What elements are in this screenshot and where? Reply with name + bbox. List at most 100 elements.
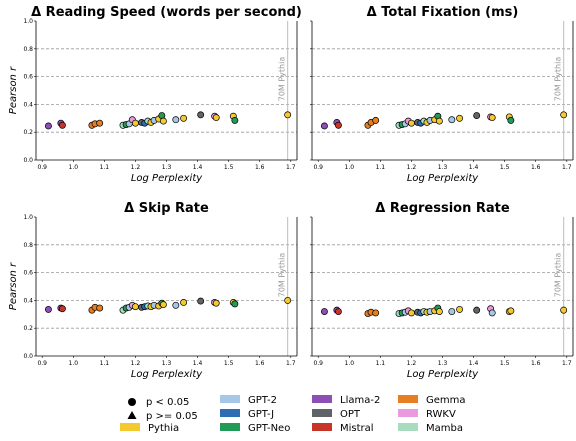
y-tick-label: 0.8 [23, 242, 33, 249]
y-tick-label: 0.6 [23, 270, 33, 277]
x-tick-label: 1.3 [438, 360, 448, 367]
panel-2: Δ Total Fixation (ms) 70M Pythia 0.9 1.0 1.1… [310, 5, 574, 184]
data-point-pythia [407, 119, 415, 127]
data-point-opt [473, 306, 481, 314]
reference-line-label: 70M Pythia [554, 253, 563, 298]
legend-label-opt: OPT [340, 409, 361, 420]
x-tick-label: 1.4 [193, 360, 203, 367]
data-point-gpt-2 [448, 116, 456, 124]
legend-marker-label: p >= 0.05 [146, 411, 198, 422]
data-point-pythia [212, 114, 220, 122]
y-tick-label: 1.0 [23, 214, 33, 221]
x-tick-label: 1.1 [376, 360, 386, 367]
y-tick-label: 0.4 [23, 101, 33, 108]
x-tick-label: 1.7 [286, 360, 296, 367]
legend-marker-label: p < 0.05 [146, 397, 189, 408]
data-point-gpt-2 [448, 308, 456, 315]
data-point-pythia [488, 114, 496, 122]
x-axis-label: Log Perplexity [131, 173, 203, 184]
x-tick-label: 1.3 [162, 360, 172, 367]
legend-swatch-gemma [398, 395, 418, 403]
legend-swatch-gpt-neo [220, 423, 240, 431]
x-tick-label: 1.0 [69, 164, 79, 171]
x-tick-label: 1.7 [562, 360, 572, 367]
data-point-pythia [159, 117, 167, 125]
data-point-opt [197, 111, 205, 119]
x-axis-label: Log Perplexity [407, 173, 479, 184]
x-tick-label: 1.2 [131, 164, 141, 171]
legend-label-mistral: Mistral [340, 423, 374, 434]
x-tick-label: 1.3 [438, 164, 448, 171]
data-point-gpt-2 [488, 309, 496, 317]
legend-swatch-gpt-2 [220, 395, 240, 403]
data-point-mistral [334, 308, 342, 315]
data-point-gpt-neo [507, 116, 515, 124]
data-point-mistral [58, 305, 66, 313]
x-tick-label: 1.6 [531, 164, 541, 171]
x-tick-label: 1.5 [500, 164, 510, 171]
data-point-pythia [435, 117, 443, 125]
data-point-pythia [180, 114, 188, 122]
x-tick-label: 1.7 [562, 164, 572, 171]
data-point-pythia [560, 306, 568, 314]
y-axis-label: Pearson r [8, 262, 19, 310]
x-tick-label: 1.2 [407, 164, 417, 171]
data-point-llama-2 [44, 305, 52, 313]
legend-label-gpt-j: GPT-J [248, 409, 274, 420]
x-tick-label: 1.5 [224, 164, 234, 171]
x-tick-label: 1.1 [376, 164, 386, 171]
x-tick-label: 1.0 [69, 360, 79, 367]
legend-swatch-pythia [120, 423, 140, 431]
panel-title: Δ Reading Speed (words per second) [31, 5, 302, 20]
x-tick-label: 1.6 [255, 164, 265, 171]
data-point-pythia [507, 307, 515, 315]
legend-label-gemma: Gemma [426, 395, 466, 406]
panel-title: Δ Skip Rate [124, 201, 209, 216]
data-point-mistral [58, 121, 66, 129]
x-tick-label: 1.4 [469, 164, 479, 171]
x-tick-label: 1.6 [255, 360, 265, 367]
data-point-pythia [131, 119, 139, 127]
data-point-opt [197, 297, 205, 305]
data-point-pythia [456, 114, 464, 122]
x-tick-label: 0.9 [37, 164, 47, 171]
x-axis-label: Log Perplexity [131, 369, 203, 380]
data-point-pythia [456, 305, 464, 313]
data-point-pythia [435, 308, 443, 315]
data-point-llama-2 [44, 122, 52, 130]
data-point-gpt-neo [231, 300, 239, 308]
legend: p < 0.05 p >= 0.05 GPT-2 GPT-J GPT-Neo Llama-… [120, 395, 466, 434]
legend-swatch-rwkv [398, 409, 418, 417]
data-point-mistral [334, 121, 342, 129]
x-axis-label: Log Perplexity [407, 369, 479, 380]
x-tick-label: 1.0 [345, 164, 355, 171]
panel-title: Δ Regression Rate [375, 201, 510, 216]
data-point-pythia [284, 296, 292, 304]
x-tick-label: 1.1 [100, 360, 110, 367]
data-point-opt [473, 112, 481, 119]
legend-swatch-opt [312, 409, 332, 417]
y-tick-label: 1.0 [23, 18, 33, 25]
reference-line-label: 70M Pythia [278, 253, 287, 298]
data-point-pythia [284, 111, 292, 119]
data-point-llama-2 [320, 308, 328, 315]
data-point-gemma [96, 119, 104, 127]
panel-title: Δ Total Fixation (ms) [367, 5, 519, 20]
data-point-pythia [159, 301, 167, 309]
data-point-pythia [407, 309, 415, 317]
x-tick-label: 1.4 [469, 360, 479, 367]
x-tick-label: 1.2 [407, 360, 417, 367]
x-tick-label: 0.9 [313, 360, 323, 367]
x-tick-label: 1.2 [131, 360, 141, 367]
data-point-pythia [180, 299, 188, 306]
x-tick-label: 1.3 [162, 164, 172, 171]
legend-label-pythia: Pythia [148, 423, 179, 434]
data-point-gemma [96, 304, 104, 312]
y-tick-label: 0.8 [23, 46, 33, 53]
x-tick-label: 1.0 [345, 360, 355, 367]
legend-triangle-marker [127, 411, 137, 419]
y-tick-label: 0.2 [23, 325, 33, 332]
data-point-llama-2 [320, 122, 328, 130]
